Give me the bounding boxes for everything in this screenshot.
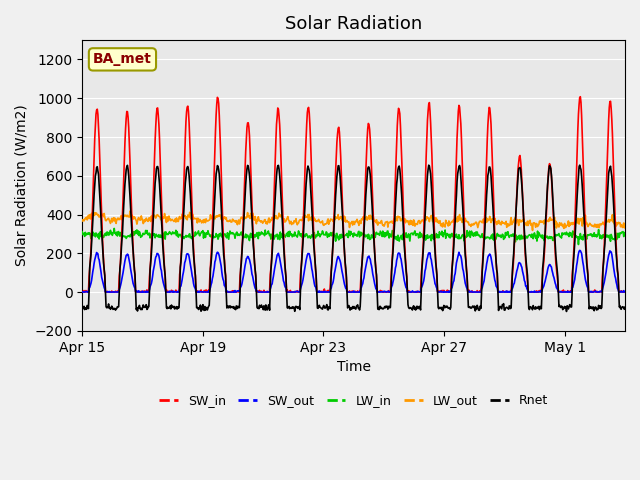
Title: Solar Radiation: Solar Radiation (285, 15, 422, 33)
X-axis label: Time: Time (337, 360, 371, 374)
Y-axis label: Solar Radiation (W/m2): Solar Radiation (W/m2) (15, 105, 29, 266)
Legend: SW_in, SW_out, LW_in, LW_out, Rnet: SW_in, SW_out, LW_in, LW_out, Rnet (154, 389, 553, 412)
Text: BA_met: BA_met (93, 52, 152, 66)
